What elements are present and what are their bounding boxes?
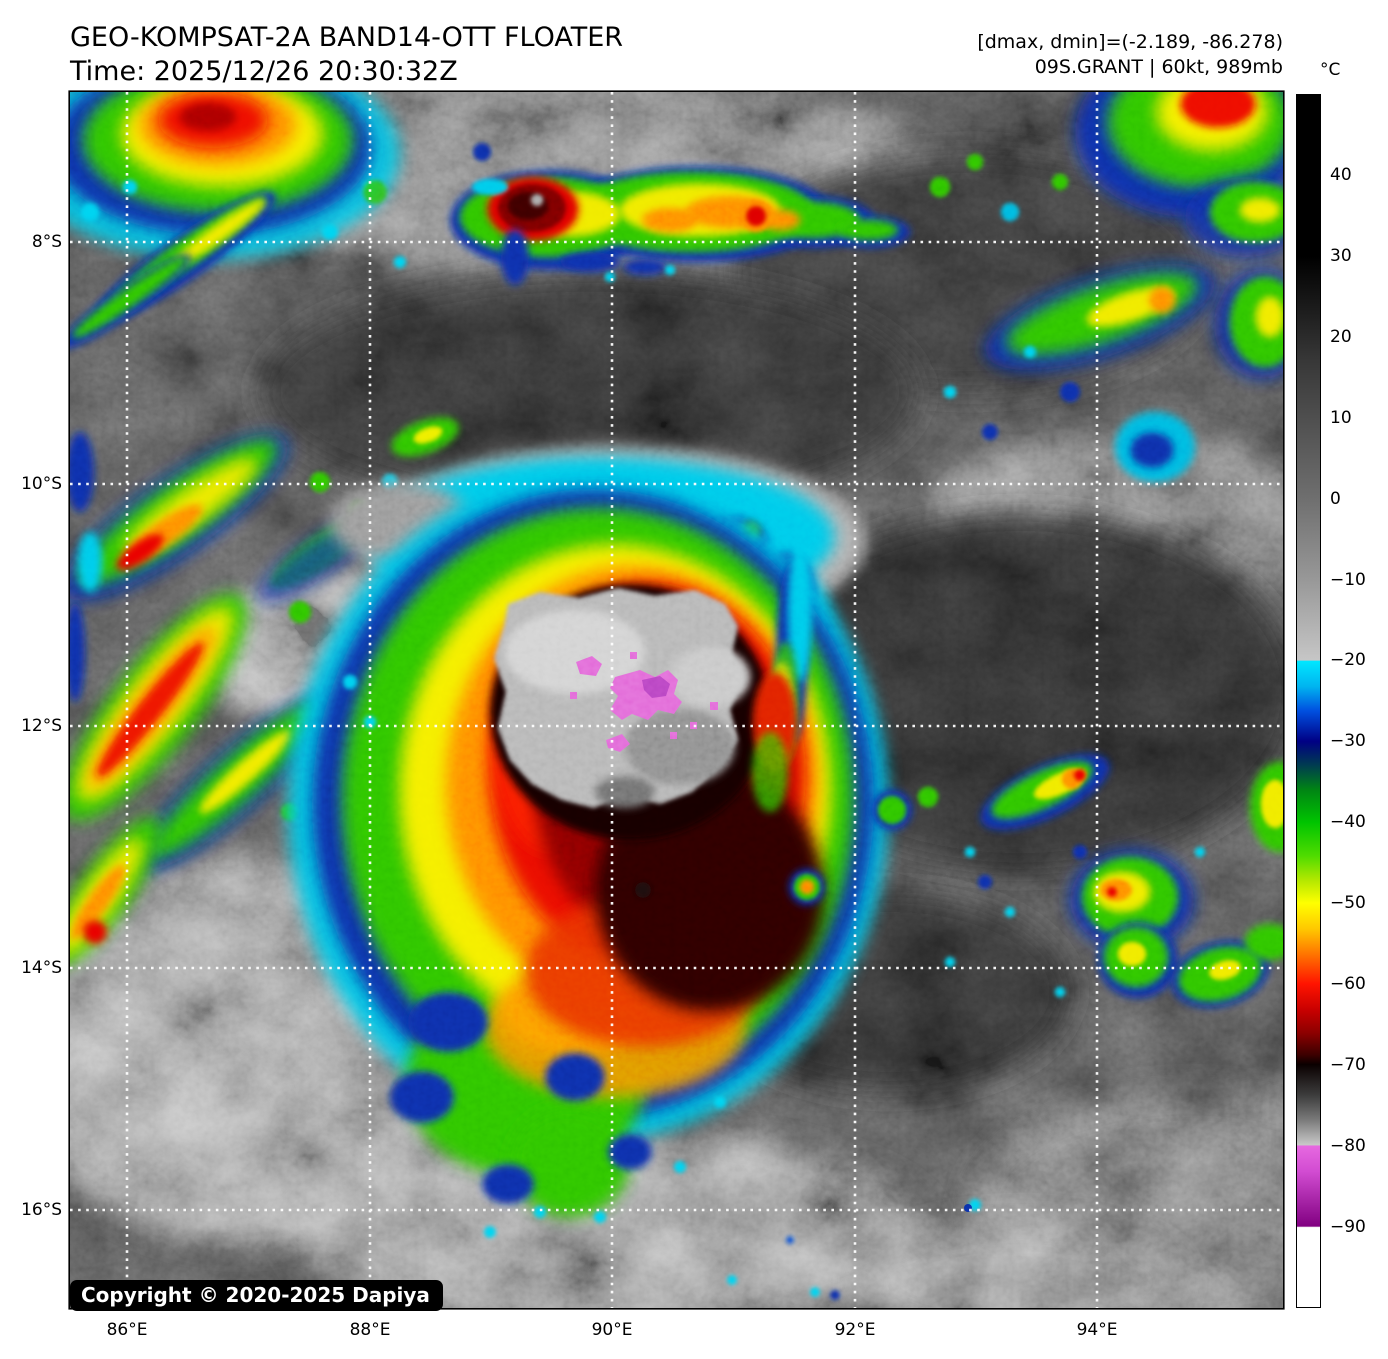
colorbar-tick-m90: −90 — [1330, 1217, 1366, 1237]
colorbar-tick-m30: −30 — [1330, 731, 1366, 751]
storm-info-label: 09S.GRANT | 60kt, 989mb — [1034, 56, 1283, 78]
lat-label-12s: 12°S — [21, 716, 62, 736]
colorbar-tick-40: 40 — [1330, 165, 1352, 185]
colorbar-tick-m40: −40 — [1330, 812, 1366, 832]
satellite-map — [70, 92, 1283, 1308]
colorbar-unit-label: °C — [1320, 60, 1341, 80]
colorbar-tick-20: 20 — [1330, 327, 1352, 347]
copyright-badge: Copyright © 2020-2025 Dapiya — [70, 1280, 443, 1311]
colorbar-tick-m60: −60 — [1330, 974, 1366, 994]
lon-label-92e: 92°E — [834, 1320, 876, 1340]
lat-label-16s: 16°S — [21, 1200, 62, 1220]
colorbar-tick-30: 30 — [1330, 246, 1352, 266]
colorbar-tick-10: 10 — [1330, 408, 1352, 428]
noise-overlay — [70, 92, 1283, 1308]
colorbar-tick-m20: −20 — [1330, 650, 1366, 670]
graticule-grid — [70, 92, 1283, 1308]
colorbar-tick-m80: −80 — [1330, 1136, 1366, 1156]
lon-label-94e: 94°E — [1076, 1320, 1118, 1340]
lon-label-90e: 90°E — [591, 1320, 633, 1340]
colorbar-tick-m10: −10 — [1330, 570, 1366, 590]
timestamp-label: Time: 2025/12/26 20:30:32Z — [70, 56, 458, 87]
lon-label-88e: 88°E — [349, 1320, 391, 1340]
dmax-dmin-label: [dmax, dmin]=(-2.189, -86.278) — [977, 31, 1283, 53]
colorbar-tick-m50: −50 — [1330, 893, 1366, 913]
annotation-block: [dmax, dmin]=(-2.189, -86.278) 09S.GRANT… — [977, 30, 1283, 80]
lat-label-14s: 14°S — [21, 958, 62, 978]
colorbar-tick-m70: −70 — [1330, 1055, 1366, 1075]
lat-label-10s: 10°S — [21, 474, 62, 494]
lon-label-86e: 86°E — [106, 1320, 148, 1340]
colorbar — [1296, 94, 1321, 1308]
page-title: GEO-KOMPSAT-2A BAND14-OTT FLOATER — [70, 22, 624, 53]
lat-label-8s: 8°S — [31, 232, 62, 252]
colorbar-tick-0: 0 — [1330, 489, 1341, 509]
